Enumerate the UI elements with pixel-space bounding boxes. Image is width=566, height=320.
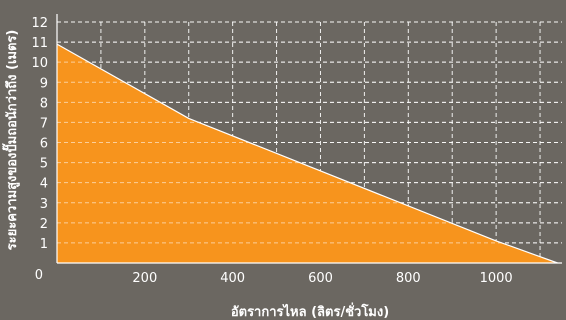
y-tick-label-10: 10 xyxy=(31,56,48,71)
y-tick-label-7: 7 xyxy=(40,116,48,131)
x-tick-label-400: 400 xyxy=(220,271,245,286)
y-tick-label-1: 1 xyxy=(40,237,48,252)
area-fill xyxy=(57,44,558,263)
y-tick-label-9: 9 xyxy=(40,76,48,91)
x-tick-label-800: 800 xyxy=(396,271,421,286)
y-tick-label-4: 4 xyxy=(40,177,48,192)
y-tick-label-12: 12 xyxy=(31,16,48,31)
y-tick-label-8: 8 xyxy=(40,96,48,111)
x-tick-label-600: 600 xyxy=(308,271,333,286)
series-line xyxy=(56,43,558,264)
y-axis-title: ระยะความสูงของปั๊มถอนักว่าถึง (เมตร) xyxy=(2,30,20,251)
x-axis-title: อัตราการไหล (ลิตร/ชั่วโมง) xyxy=(231,302,389,320)
y-tick-label-6: 6 xyxy=(40,137,48,152)
series-area xyxy=(56,21,562,264)
y-tick-label-2: 2 xyxy=(40,217,48,232)
x-tick-label-200: 200 xyxy=(132,271,157,286)
y-tick-label-11: 11 xyxy=(31,36,48,51)
y-tick-label-3: 3 xyxy=(40,197,48,212)
y-tick-label-0: 0 xyxy=(35,268,43,283)
x-tick-label-1000: 1000 xyxy=(480,271,513,286)
y-tick-label-5: 5 xyxy=(40,157,48,172)
